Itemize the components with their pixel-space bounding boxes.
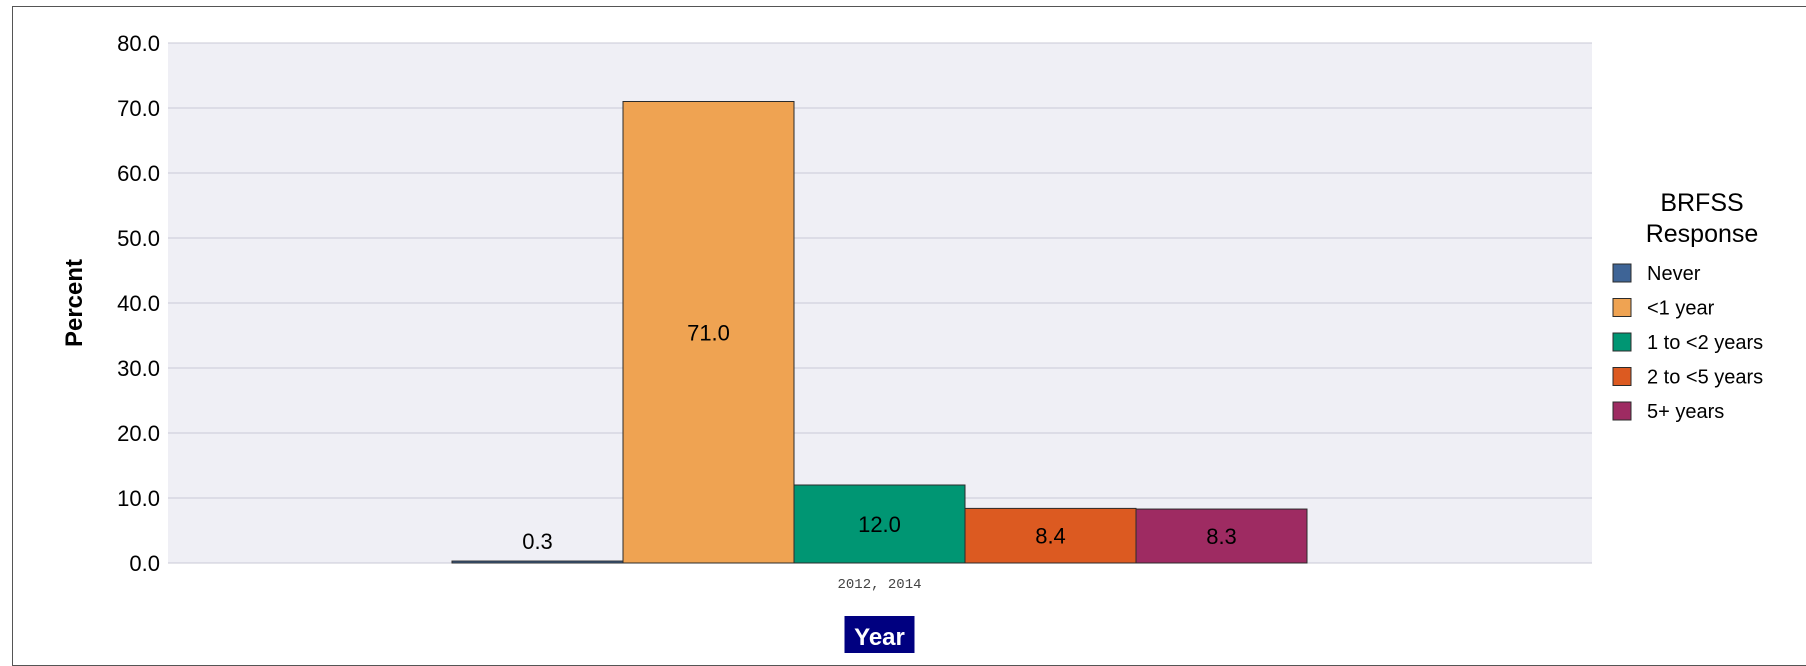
y-tick-label: 60.0 (117, 161, 160, 186)
data-label: 8.3 (1206, 524, 1237, 549)
legend-label: Never (1647, 263, 1701, 285)
legend-label: 5+ years (1647, 401, 1724, 423)
data-labels: 0.3 71.0 12.0 8.4 8.3 (522, 320, 1237, 554)
bar (793, 484, 966, 564)
legend: BRFSS Response Never <1 year 1 to <2 years… (1612, 189, 1763, 423)
y-tick-label: 80.0 (117, 31, 160, 56)
y-tick-label: 0.0 (129, 551, 160, 576)
x-axis-label: Year (854, 624, 905, 651)
bar (622, 101, 795, 564)
legend-swatch (1612, 332, 1632, 352)
y-axis-label: Percent (61, 259, 88, 347)
legend-label: <1 year (1647, 298, 1715, 320)
y-tick-label: 10.0 (117, 486, 160, 511)
legend-swatch (1612, 367, 1632, 386)
legend-title-line-1: BRFSS (1660, 189, 1743, 217)
y-tick-label: 30.0 (117, 356, 160, 381)
y-axis-ticks: 0.0 10.0 20.0 30.0 40.0 50.0 60.0 70.0 80.0 (117, 31, 160, 576)
bar (1135, 508, 1308, 564)
y-tick-label: 70.0 (117, 96, 160, 121)
data-label: 8.4 (1035, 524, 1066, 549)
y-tick-label: 50.0 (117, 226, 160, 251)
y-tick-label: 20.0 (117, 421, 160, 446)
legend-swatch (1612, 401, 1632, 421)
legend-swatch (1612, 298, 1632, 317)
y-tick-label: 40.0 (117, 291, 160, 316)
x-category-label: 2012, 2014 (837, 577, 921, 593)
legend-label: 2 to <5 years (1647, 367, 1763, 389)
legend-label: 1 to <2 years (1647, 332, 1763, 354)
legend-title-line-2: Response (1646, 220, 1759, 248)
data-label: 0.3 (522, 529, 553, 554)
bar (451, 560, 624, 564)
bar (964, 507, 1137, 564)
bars (451, 101, 1308, 564)
data-label: 12.0 (858, 512, 901, 537)
data-label: 71.0 (687, 320, 730, 345)
legend-swatch (1612, 263, 1632, 283)
x-axis-label-background (844, 616, 915, 653)
